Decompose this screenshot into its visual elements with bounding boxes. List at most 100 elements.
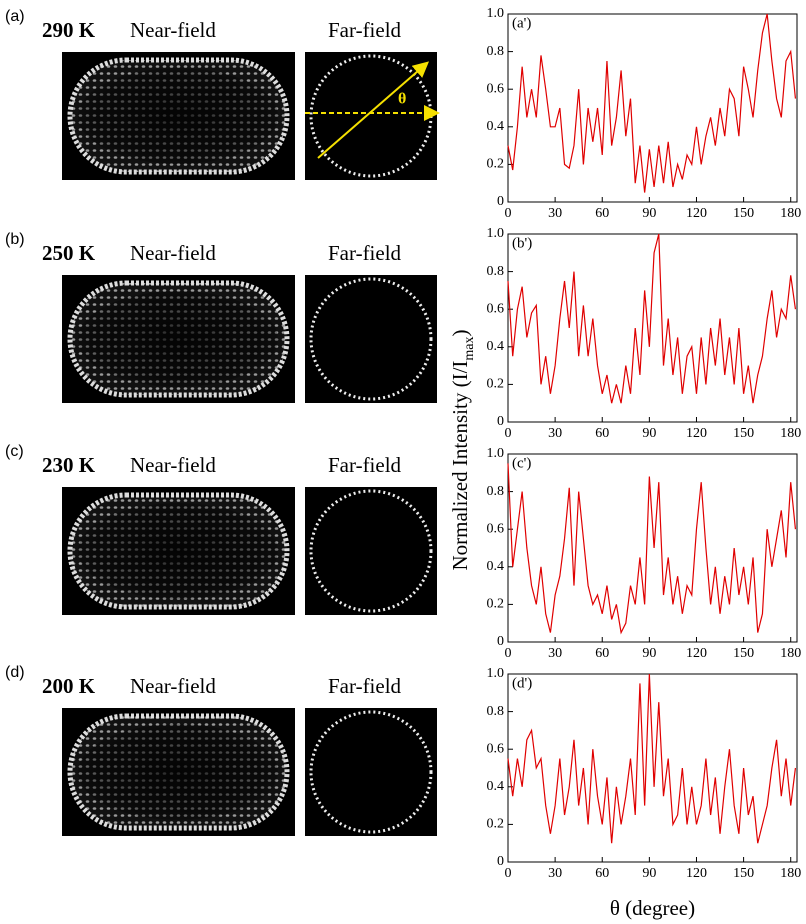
y-tick-label: 0 <box>497 634 504 649</box>
x-tick-label: 30 <box>548 426 562 441</box>
far-field-title: Far-field <box>328 453 402 477</box>
far-field-title: Far-field <box>328 241 402 265</box>
y-tick-label: 1.0 <box>487 6 505 21</box>
y-tick-label: 1.0 <box>487 666 505 681</box>
far-field-ring <box>309 277 433 401</box>
near-field-title: Near-field <box>130 453 216 477</box>
y-tick-label: 0 <box>497 414 504 429</box>
x-tick-label: 30 <box>548 206 562 221</box>
x-tick-label: 60 <box>595 426 609 441</box>
x-tick-label: 90 <box>642 646 656 661</box>
intensity-line <box>507 463 797 635</box>
x-tick-label: 0 <box>505 206 512 221</box>
x-tick-label: 150 <box>733 866 754 881</box>
x-tick-label: 120 <box>686 866 707 881</box>
panel-label: (d) <box>5 664 25 681</box>
x-tick-label: 180 <box>780 206 801 221</box>
near-field-title: Near-field <box>130 674 216 698</box>
y-tick-label: 0.6 <box>487 81 505 96</box>
plot-frame <box>507 453 798 643</box>
x-tick-label: 150 <box>733 206 754 221</box>
panel-annotation: (c') <box>512 455 531 471</box>
far-field-image <box>305 487 437 615</box>
y-tick-label: 0 <box>497 854 504 869</box>
x-tick-label: 90 <box>642 866 656 881</box>
y-axis-label-sub: max <box>462 336 477 360</box>
far-field-ring <box>309 489 433 613</box>
far-field-title: Far-field <box>328 18 402 42</box>
x-axis-label: θ (degree) <box>610 896 695 920</box>
temperature: 200 K <box>42 674 96 698</box>
near-field-dim <box>78 68 278 164</box>
temperature: 250 K <box>42 241 96 265</box>
panel-label: (a) <box>5 8 25 25</box>
y-axis-label-main: Normalized Intensity (I/I <box>448 361 472 571</box>
near-field-dim <box>78 724 278 820</box>
near-field-title: Near-field <box>130 241 216 265</box>
y-tick-label: 0 <box>497 194 504 209</box>
panel-annotation: (b') <box>512 235 532 251</box>
chart: 0 0.2 0.4 0.6 0.8 1.0 0 30 60 90 120 150 180 (b') <box>487 226 802 441</box>
y-tick-label: 0.6 <box>487 741 505 756</box>
y-tick-label: 0.8 <box>487 484 505 499</box>
x-tick-label: 120 <box>686 646 707 661</box>
x-tick-label: 120 <box>686 426 707 441</box>
y-tick-label: 0.6 <box>487 301 505 316</box>
x-tick-label: 30 <box>548 646 562 661</box>
x-tick-label: 0 <box>505 646 512 661</box>
x-tick-label: 30 <box>548 866 562 881</box>
chart: 0 0.2 0.4 0.6 0.8 1.0 0 30 60 90 120 150 180 (a') <box>487 6 802 221</box>
x-tick-label: 60 <box>595 866 609 881</box>
chart: 0 0.2 0.4 0.6 0.8 1.0 0 30 60 90 120 150 180 (d') θ (d… <box>487 666 802 920</box>
far-field-title: Far-field <box>328 674 402 698</box>
x-tick-label: 60 <box>595 206 609 221</box>
intensity-line <box>507 13 797 193</box>
panel-label: (b) <box>5 231 25 248</box>
angle-arrow <box>317 61 430 159</box>
intensity-line <box>507 673 797 844</box>
plot-frame <box>507 673 798 863</box>
x-tick-label: 90 <box>642 206 656 221</box>
y-tick-label: 0.2 <box>487 377 505 392</box>
y-tick-label: 0.8 <box>487 44 505 59</box>
panel-annotation: (d') <box>512 675 532 691</box>
y-axis-label-close: ) <box>448 329 472 336</box>
far-field-ring <box>309 710 433 834</box>
plot-frame <box>507 233 798 423</box>
panel-label: (c) <box>5 443 24 460</box>
y-tick-label: 0.4 <box>487 119 505 134</box>
y-tick-label: 0.8 <box>487 264 505 279</box>
y-tick-label: 0.4 <box>487 779 505 794</box>
x-tick-label: 150 <box>733 426 754 441</box>
x-tick-label: 0 <box>505 426 512 441</box>
far-field-image <box>305 708 437 836</box>
temperature: 290 K <box>42 18 96 42</box>
far-field-image <box>305 275 437 403</box>
near-field-title: Near-field <box>130 18 216 42</box>
y-axis-label: Normalized Intensity (I/Imax) <box>448 329 477 570</box>
y-tick-label: 0.6 <box>487 521 505 536</box>
near-field-dim <box>78 291 278 387</box>
x-tick-label: 180 <box>780 866 801 881</box>
theta-annotation: θ <box>398 91 406 108</box>
temperature: 230 K <box>42 453 96 477</box>
intensity-line <box>507 233 797 404</box>
y-tick-label: 0.2 <box>487 817 505 832</box>
x-tick-label: 180 <box>780 646 801 661</box>
panel-annotation: (a') <box>512 15 531 31</box>
x-tick-label: 90 <box>642 426 656 441</box>
y-tick-label: 1.0 <box>487 446 505 461</box>
y-tick-label: 0.8 <box>487 704 505 719</box>
x-tick-label: 120 <box>686 206 707 221</box>
y-tick-label: 0.4 <box>487 339 505 354</box>
y-tick-label: 0.4 <box>487 559 505 574</box>
y-tick-label: 1.0 <box>487 226 505 241</box>
x-tick-label: 150 <box>733 646 754 661</box>
y-tick-label: 0.2 <box>487 597 505 612</box>
x-tick-label: 180 <box>780 426 801 441</box>
plot-frame <box>507 13 798 203</box>
chart: 0 0.2 0.4 0.6 0.8 1.0 0 30 60 90 120 150 180 (c') <box>487 446 802 661</box>
x-tick-label: 0 <box>505 866 512 881</box>
y-tick-label: 0.2 <box>487 157 505 172</box>
